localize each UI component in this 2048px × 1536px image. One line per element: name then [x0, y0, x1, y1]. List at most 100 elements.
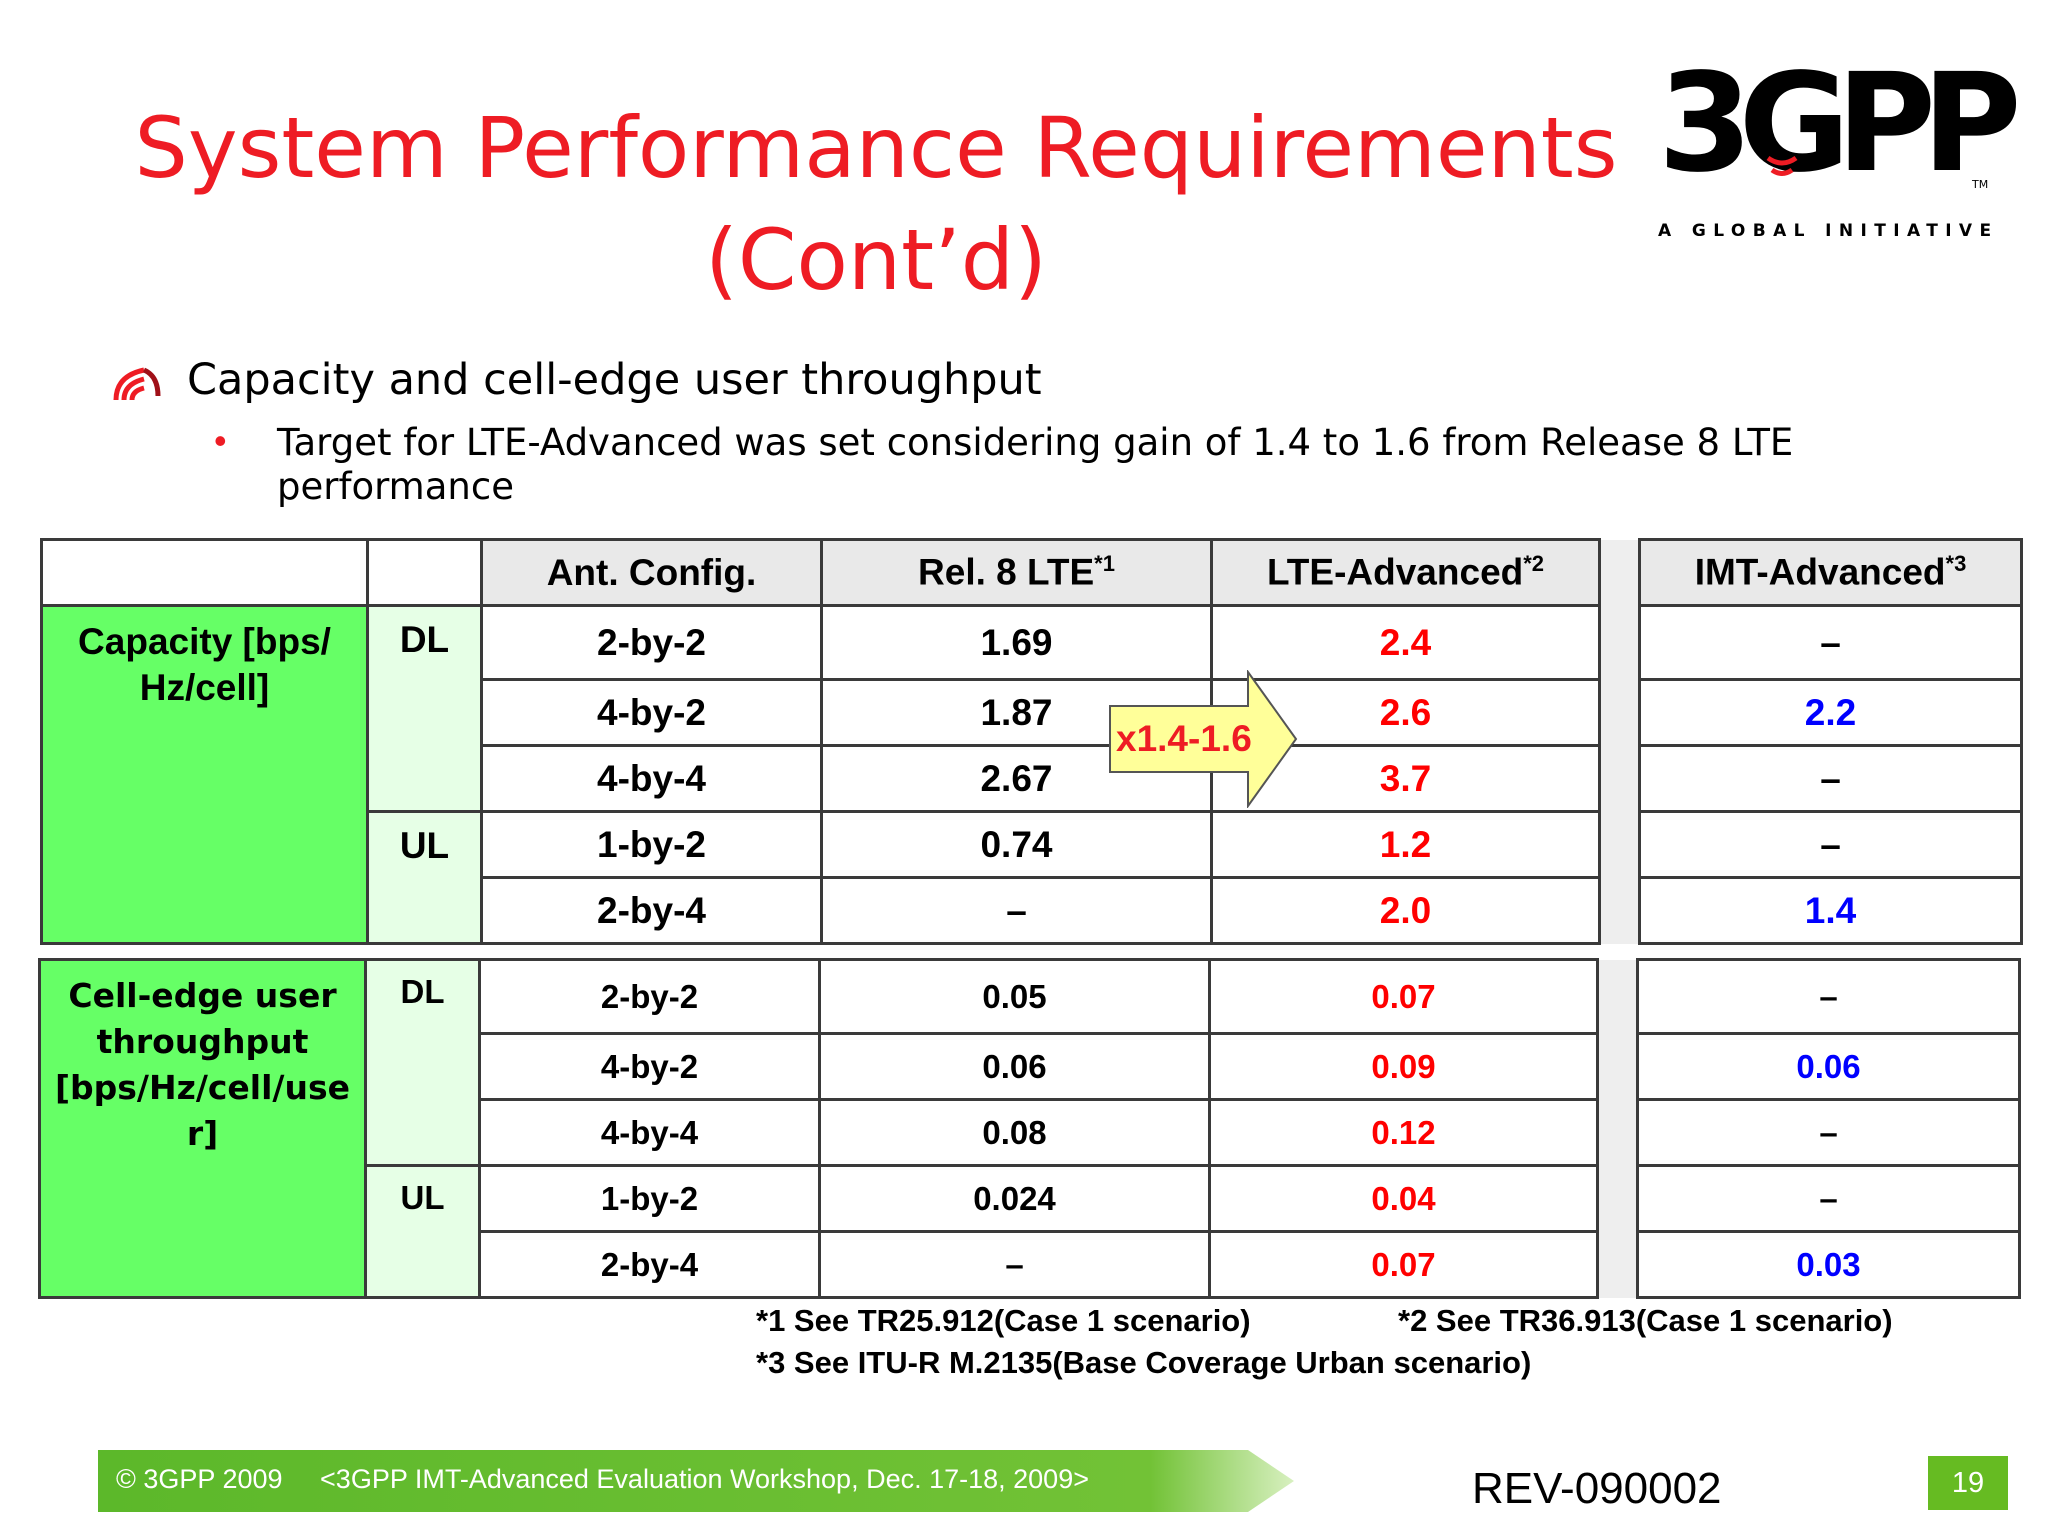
imt-advanced-value-cell: – [1636, 958, 2021, 1035]
imt-advanced-value-cell: 1.4 [1638, 876, 2023, 945]
table-row: UL 1-by-2 0.74 1.2 – [42, 810, 2023, 945]
header-empty-cell [366, 538, 483, 607]
header-lte-advanced: LTE-Advanced*2 [1210, 538, 1601, 607]
logo-signal-arc [1770, 167, 1794, 176]
footnote-1: *1 See TR25.912(Case 1 scenario) [756, 1303, 1251, 1338]
column-gap [1598, 811, 1641, 878]
header-empty-cell [40, 538, 369, 607]
capacity-table: Ant. Config. Rel. 8 LTE*1 LTE-Advanced*2… [40, 538, 2023, 945]
bullet-sub: Target for LTE-Advanced was set consider… [277, 421, 1794, 508]
gain-arrow-label: x1.4-1.6 [1116, 718, 1252, 759]
column-gap [1596, 959, 1639, 1034]
gain-arrow-icon [1109, 670, 1298, 808]
rel8-value-cell: 0.74 [820, 810, 1213, 879]
column-gap [1596, 1231, 1639, 1298]
ant-config-cell: 4-by-4 [478, 1098, 821, 1167]
rel8-value-cell: 1.69 [820, 604, 1213, 681]
rel8-value-cell: 0.08 [818, 1098, 1211, 1167]
rel8-value-cell: 0.05 [818, 958, 1211, 1035]
3gpp-logo: 3GPP TM [1658, 45, 2020, 203]
lte-advanced-value-cell: 2.4 [1210, 604, 1601, 681]
table-row: UL 1-by-2 0.024 0.04 – [40, 1164, 2021, 1299]
capacity-dl-label: DL [366, 604, 483, 813]
imt-advanced-value-cell: 0.03 [1636, 1230, 2021, 1299]
imt-advanced-value-cell: – [1638, 744, 2023, 813]
column-gap [1598, 877, 1641, 944]
logo-signal-arc [1766, 155, 1798, 166]
imt-advanced-value-cell: – [1638, 604, 2023, 681]
rel8-value-cell: 2.67 [820, 744, 1213, 813]
header-rel8-lte: Rel. 8 LTE*1 [820, 538, 1213, 607]
logo-tagline: A GLOBAL INITIATIVE [1658, 221, 1999, 241]
rel8-value-cell: 0.06 [818, 1032, 1211, 1101]
ant-config-cell: 1-by-2 [478, 1164, 821, 1233]
header-imt-advanced-label: IMT-Advanced [1694, 551, 1946, 593]
column-gap [1596, 1099, 1639, 1166]
rel8-value-cell: 0.024 [818, 1164, 1211, 1233]
table-header-row: Ant. Config. Rel. 8 LTE*1 LTE-Advanced*2… [40, 538, 2023, 607]
table-row: 4-by-4 2.67 3.7 – [42, 744, 2023, 813]
imt-advanced-value-cell: – [1636, 1098, 2021, 1167]
header-imt-advanced-note: *3 [1945, 551, 1967, 577]
imt-advanced-value-cell: 2.2 [1638, 678, 2023, 747]
rel8-value-cell: – [818, 1230, 1211, 1299]
header-rel8-lte-label: Rel. 8 LTE [918, 551, 1095, 593]
table-row: 2-by-4 – 0.07 0.03 [40, 1230, 2021, 1299]
lte-advanced-value-cell: 0.12 [1208, 1098, 1599, 1167]
table-row: Capacity [bps/ Hz/cell] DL 2-by-2 1.69 2… [40, 604, 2023, 945]
column-gap [1598, 679, 1641, 746]
header-imt-advanced: IMT-Advanced*3 [1638, 538, 2023, 607]
title-line-1: System Performance Requirements [134, 99, 1618, 197]
column-gap [1598, 539, 1641, 606]
imt-advanced-value-cell: – [1636, 1164, 2021, 1233]
footer-text: © 3GPP 2009 <3GPP IMT-Advanced Evaluatio… [116, 1464, 1089, 1495]
bullet-dot-icon: • [214, 420, 227, 461]
imt-advanced-value-cell: – [1638, 810, 2023, 879]
bullet-main: Capacity and cell-edge user throughput [187, 355, 1042, 405]
cell-edge-label: Cell-edge user throughput [bps/Hz/cell/u… [38, 958, 367, 1299]
logo-brand-text: 3GPP [1658, 45, 2017, 203]
footer-copyright: © 3GPP 2009 [116, 1464, 283, 1494]
logo-tm: TM [1971, 178, 1988, 191]
ant-config-cell: 2-by-4 [480, 876, 823, 945]
footer-bar [98, 1450, 1294, 1512]
table-row: 4-by-4 0.08 0.12 – [40, 1098, 2021, 1167]
column-gap [1598, 605, 1641, 680]
column-gap [1598, 745, 1641, 812]
header-rel8-lte-note: *1 [1094, 551, 1115, 577]
footer-event: <3GPP IMT-Advanced Evaluation Workshop, … [320, 1464, 1089, 1494]
cell-edge-table: Cell-edge user throughput [bps/Hz/cell/u… [38, 958, 2021, 1299]
lte-advanced-value-cell: 1.2 [1210, 810, 1601, 879]
ant-config-cell: 4-by-4 [480, 744, 823, 813]
imt-advanced-value-cell: 0.06 [1636, 1032, 2021, 1101]
header-lte-advanced-note: *2 [1523, 551, 1545, 577]
table-row: 2-by-4 – 2.0 1.4 [42, 876, 2023, 945]
table-row: Cell-edge user throughput [bps/Hz/cell/u… [38, 958, 2021, 1299]
signal-bullet-icon [113, 367, 161, 401]
ant-config-cell: 4-by-2 [478, 1032, 821, 1101]
footnote-2: *2 See TR36.913(Case 1 scenario) [1398, 1303, 1893, 1338]
capacity-ul-label: UL [366, 810, 483, 945]
revision-label: REV-090002 [1472, 1464, 1722, 1513]
header-ant-config: Ant. Config. [480, 538, 823, 607]
column-gap [1596, 1033, 1639, 1100]
footnote-3: *3 See ITU-R M.2135(Base Coverage Urban … [756, 1345, 1532, 1380]
lte-advanced-value-cell: 0.09 [1208, 1032, 1599, 1101]
column-gap [1596, 1165, 1639, 1232]
ant-config-cell: 1-by-2 [480, 810, 823, 879]
slide-title: System Performance Requirements (Cont’d) [0, 92, 1752, 316]
title-line-2: (Cont’d) [705, 211, 1047, 309]
page-number: 19 [1928, 1456, 2008, 1510]
header-lte-advanced-label: LTE-Advanced [1266, 551, 1524, 593]
cell-edge-ul-label: UL [364, 1164, 481, 1299]
lte-advanced-value-cell: 0.07 [1208, 958, 1599, 1035]
ant-config-cell: 2-by-2 [480, 604, 823, 681]
ant-config-cell: 2-by-2 [478, 958, 821, 1035]
lte-advanced-value-cell: 2.0 [1210, 876, 1601, 945]
capacity-label: Capacity [bps/ Hz/cell] [40, 604, 369, 945]
lte-advanced-value-cell: 0.04 [1208, 1164, 1599, 1233]
cell-edge-dl-label: DL [364, 958, 481, 1167]
ant-config-cell: 2-by-4 [478, 1230, 821, 1299]
ant-config-cell: 4-by-2 [480, 678, 823, 747]
rel8-value-cell: – [820, 876, 1213, 945]
